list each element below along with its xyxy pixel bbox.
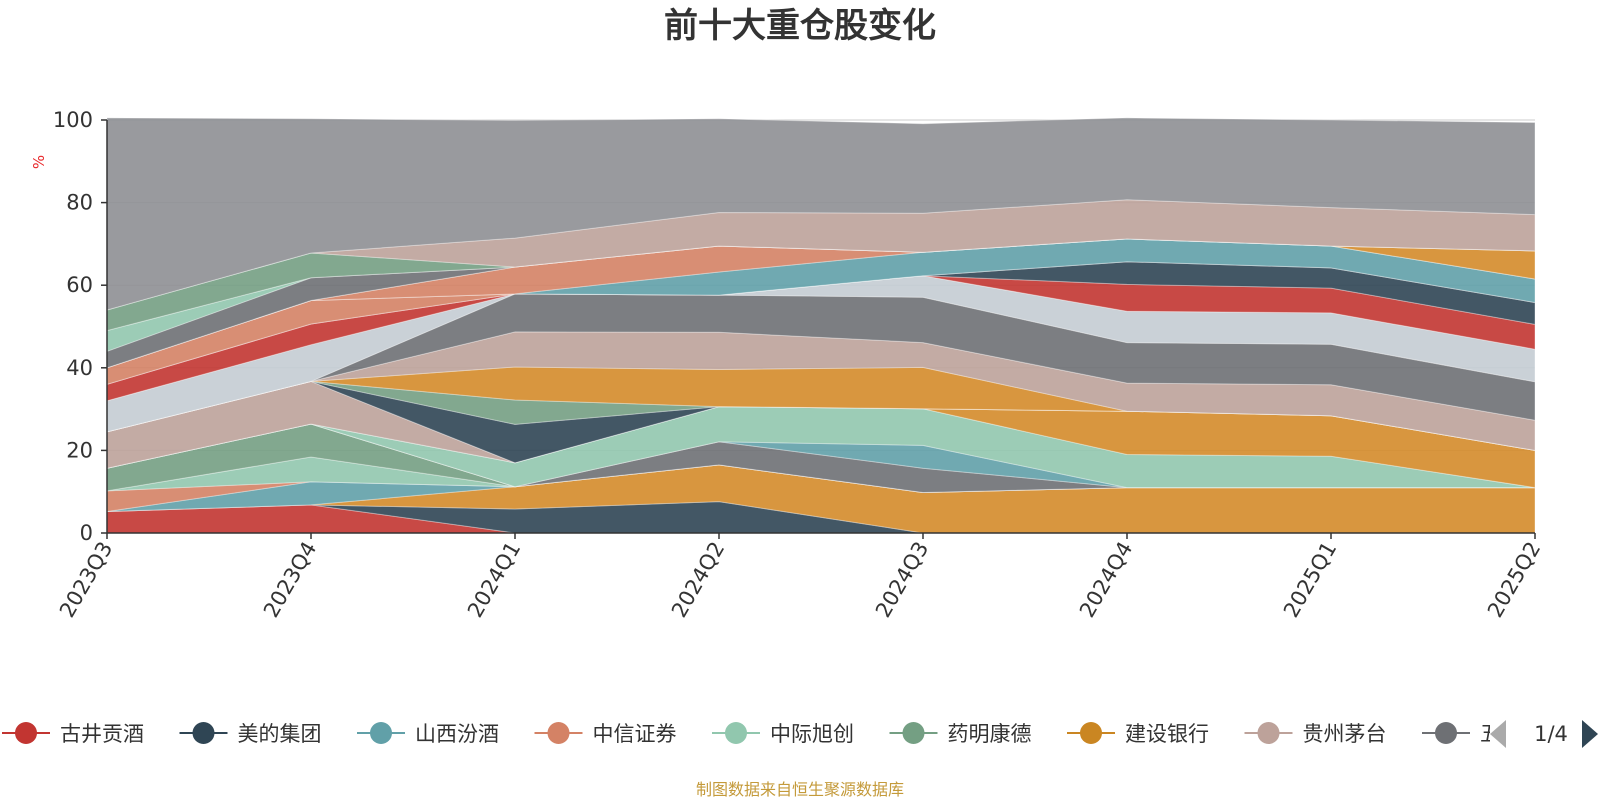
legend-label: 山西汾酒 xyxy=(415,722,499,746)
legend-marker xyxy=(192,722,215,744)
legend-item[interactable]: 贵州茅台 xyxy=(1244,722,1387,746)
legend-marker xyxy=(15,722,37,744)
legend-item[interactable]: 建设银行 xyxy=(1067,722,1209,746)
y-tick-label: 80 xyxy=(66,191,93,215)
legend-label: 古井贡酒 xyxy=(60,722,144,746)
legend-marker xyxy=(902,722,925,744)
legend-label: 中信证券 xyxy=(593,722,677,746)
y-tick-label: 40 xyxy=(66,356,93,380)
y-tick-label: 100 xyxy=(53,108,93,132)
legend-label: 贵州茅台 xyxy=(1303,722,1387,746)
area-series-28[interactable] xyxy=(106,117,1536,311)
legend-label: 中际旭创 xyxy=(770,722,854,746)
legend-label: 药明康德 xyxy=(948,722,1032,746)
x-tick-label: 2024Q2 xyxy=(667,538,729,622)
y-tick-label: 0 xyxy=(80,521,93,545)
legend-item[interactable]: 山西汾酒 xyxy=(357,722,499,746)
legend-item[interactable]: 五 xyxy=(1422,722,1501,746)
area-series-10[interactable] xyxy=(106,406,1536,489)
triangle-right-icon[interactable] xyxy=(1582,720,1598,748)
area-series-15[interactable] xyxy=(106,331,1536,451)
x-tick-label: 2023Q3 xyxy=(55,538,117,622)
stacked-areas xyxy=(106,117,1536,534)
legend-item[interactable]: 药明康德 xyxy=(889,722,1032,746)
legend-marker xyxy=(1435,722,1457,744)
legend-item[interactable]: 中信证券 xyxy=(534,722,677,746)
legend-clip xyxy=(1490,711,1600,755)
area-series-21[interactable] xyxy=(106,238,1536,369)
x-tick-label: 2024Q1 xyxy=(463,538,525,622)
y-tick-label: 60 xyxy=(66,273,93,297)
data-source-note: 制图数据来自恒生聚源数据库 xyxy=(696,780,904,799)
y-axis-label: % xyxy=(30,155,48,169)
legend-label: 美的集团 xyxy=(238,722,322,746)
legend-marker xyxy=(1257,722,1280,744)
legend-item[interactable]: 古井贡酒 xyxy=(2,722,144,746)
legend-marker xyxy=(370,722,392,744)
area-series-17[interactable] xyxy=(106,275,1536,433)
x-tick-label: 2023Q4 xyxy=(259,538,321,622)
chart-title: 前十大重仓股变化 xyxy=(664,6,936,46)
x-tick-label: 2024Q4 xyxy=(1075,538,1137,622)
legend-marker xyxy=(547,722,570,744)
triangle-left-icon[interactable] xyxy=(1490,720,1506,748)
legend-label: 建设银行 xyxy=(1125,722,1209,746)
legend-marker xyxy=(725,722,747,744)
legend: 古井贡酒 美的集团 山西汾酒 中信证券 中际旭创 药明康德 建设银行 贵州茅台 五 1/4 xyxy=(2,711,1600,755)
y-tick-label: 20 xyxy=(66,438,93,462)
legend-item[interactable]: 中际旭创 xyxy=(712,722,854,746)
legend-marker xyxy=(1080,722,1102,744)
area-series-18[interactable] xyxy=(106,275,1536,402)
x-tick-label: 2025Q2 xyxy=(1483,538,1545,622)
x-tick-label: 2025Q1 xyxy=(1279,538,1341,622)
legend-page-indicator: 1/4 xyxy=(1534,722,1568,746)
x-tick-label: 2024Q3 xyxy=(871,538,933,622)
legend-item[interactable]: 美的集团 xyxy=(179,722,322,746)
